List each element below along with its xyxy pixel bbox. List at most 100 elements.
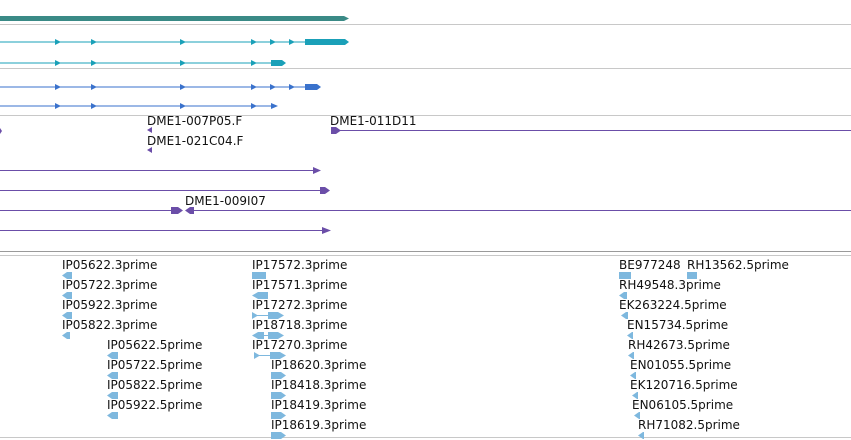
est-label[interactable]: IP05922.3prime (62, 298, 157, 312)
est-block (252, 272, 266, 279)
transcript-1[interactable] (0, 39, 349, 45)
est-arrow-icon (62, 292, 72, 299)
est-arrow-icon (632, 392, 638, 399)
arrowhead-right-icon (91, 103, 97, 109)
est-label[interactable]: EK263224.5prime (619, 298, 727, 312)
transcript-4[interactable] (0, 103, 278, 109)
arrowhead-right-icon (55, 103, 61, 109)
clone-track[interactable]: DME1-007P05.F DME1-011D11 DME1-021C04.F … (0, 114, 851, 234)
clone-label[interactable]: DME1-009I07 (185, 194, 266, 208)
arrowhead-icon (313, 167, 321, 174)
est-label[interactable]: IP18418.3prime (271, 378, 366, 392)
est-arrow-icon (107, 412, 118, 419)
est-arrow-icon (107, 392, 118, 399)
clone-label[interactable]: DME1-007P05.F (147, 114, 242, 128)
est-label[interactable]: IP18718.3prime (252, 318, 347, 332)
est-label[interactable]: IP05622.3prime (62, 258, 157, 272)
arrowhead-right-icon (180, 39, 186, 45)
arrowhead-right-icon (270, 84, 276, 90)
est-arrow-icon (62, 332, 70, 339)
est-label[interactable]: IP05622.5prime (107, 338, 202, 352)
est-label[interactable]: RH13562.5prime (687, 258, 789, 272)
est-track[interactable]: IP05622.3prime IP05722.3prime IP05922.3p… (62, 258, 789, 439)
est-label[interactable]: RH49548.3prime (619, 278, 721, 292)
est-arrow-icon (634, 412, 640, 419)
est-arrow-icon (627, 332, 633, 339)
est-arrow-icon (628, 352, 634, 359)
est-label[interactable]: IP17572.3prime (252, 258, 347, 272)
est-label[interactable]: BE977248 (619, 258, 681, 272)
arrowhead-right-icon (180, 60, 186, 66)
arrowhead-right-icon (55, 39, 61, 45)
arrowhead-icon (331, 127, 341, 134)
arrowhead-icon (185, 207, 194, 214)
transcript-2[interactable] (0, 60, 286, 66)
exon-block (305, 39, 349, 45)
est-arrow-icon (252, 292, 268, 299)
arrowhead-right-icon (271, 103, 278, 109)
est-label[interactable]: EN06105.5prime (632, 398, 733, 412)
arrowhead-right-icon (251, 39, 257, 45)
est-label[interactable]: IP05822.5prime (107, 378, 202, 392)
est-arrow-icon (107, 372, 118, 379)
est-arrow-icon (271, 392, 286, 399)
exon-block (305, 84, 321, 90)
est-arrow-icon (271, 432, 286, 439)
est-label[interactable]: IP05922.5prime (107, 398, 202, 412)
arrowhead-right-icon (180, 103, 186, 109)
est-arrow-icon (271, 372, 286, 379)
est-label[interactable]: RH42673.5prime (628, 338, 730, 352)
gene-feature[interactable] (0, 16, 349, 21)
est-block (687, 272, 697, 279)
arrowhead-right-icon (289, 39, 295, 45)
gene-track[interactable] (0, 16, 349, 21)
arrowhead-right-icon (289, 84, 295, 90)
est-arrow-icon (270, 352, 286, 359)
est-arrow-icon (252, 332, 264, 339)
est-arrow-icon (271, 412, 286, 419)
est-label[interactable]: IP05722.5prime (107, 358, 202, 372)
arrowhead-right-icon (251, 60, 257, 66)
est-arrow-icon (630, 372, 636, 379)
est-arrow-icon (638, 432, 644, 439)
est-label[interactable]: EN15734.5prime (627, 318, 728, 332)
transcript-track[interactable] (0, 39, 349, 109)
est-label[interactable]: IP18419.3prime (271, 398, 366, 412)
est-arrow-icon (62, 272, 72, 279)
arrowhead-icon (320, 187, 330, 194)
clone-label[interactable]: DME1-021C04.F (147, 134, 244, 148)
est-label[interactable]: EN01055.5prime (630, 358, 731, 372)
arrowhead-right-icon (180, 84, 186, 90)
est-label[interactable]: IP18619.3prime (271, 418, 366, 432)
est-arrow-icon (254, 352, 260, 359)
arrowhead-right-icon (251, 103, 257, 109)
arrowhead-icon (0, 128, 2, 134)
est-arrow-icon (252, 312, 258, 319)
est-label[interactable]: IP17272.3prime (252, 298, 347, 312)
arrowhead-icon (147, 127, 152, 133)
est-arrow-icon (621, 312, 628, 319)
est-label[interactable]: EK120716.5prime (630, 378, 738, 392)
clone-label[interactable]: DME1-011D11 (330, 114, 417, 128)
est-label[interactable]: IP17571.3prime (252, 278, 347, 292)
transcript-3[interactable] (0, 84, 321, 90)
arrowhead-right-icon (251, 84, 257, 90)
arrowhead-right-icon (270, 39, 276, 45)
arrowhead-icon (322, 227, 331, 234)
est-label[interactable]: IP18620.3prime (271, 358, 366, 372)
arrowhead-right-icon (55, 84, 61, 90)
arrowhead-right-icon (91, 39, 97, 45)
est-label[interactable]: IP05722.3prime (62, 278, 157, 292)
arrowhead-right-icon (91, 84, 97, 90)
est-label[interactable]: RH71082.5prime (638, 418, 740, 432)
est-label[interactable]: IP17270.3prime (252, 338, 347, 352)
arrowhead-right-icon (91, 60, 97, 66)
est-label[interactable]: IP05822.3prime (62, 318, 157, 332)
arrowhead-icon (147, 147, 152, 153)
est-arrow-icon (107, 352, 118, 359)
est-arrow-icon (619, 292, 627, 299)
est-block (619, 272, 631, 279)
est-arrow-icon (268, 312, 284, 319)
exon-block (271, 60, 286, 66)
